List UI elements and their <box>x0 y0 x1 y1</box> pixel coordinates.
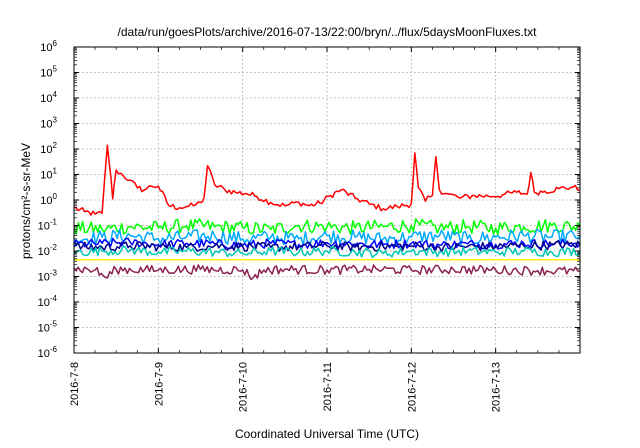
y-tick-label: 106 <box>40 39 57 54</box>
x-tick-label: 2016-7-10 <box>238 362 250 412</box>
x-tick-label: 2016-7-13 <box>491 362 503 412</box>
y-tick-label: 101 <box>40 167 57 182</box>
y-tick-base: 10 <box>40 195 52 207</box>
y-tick-exponent: 0 <box>53 192 58 201</box>
x-axis-label: Coordinated Universal Time (UTC) <box>235 427 419 441</box>
data-series <box>73 144 581 281</box>
y-tick-exponent: -5 <box>50 320 58 329</box>
y-tick-exponent: 1 <box>53 167 58 176</box>
y-tick-exponent: -2 <box>50 243 58 252</box>
y-tick-base: 10 <box>40 144 52 156</box>
y-tick-base: 10 <box>38 246 50 258</box>
grid-lines <box>74 47 580 353</box>
x-tick-label: 2016-7-12 <box>406 362 418 412</box>
y-tick-label: 100 <box>40 192 57 207</box>
y-tick-base: 10 <box>38 348 50 360</box>
y-tick-label: 10-3 <box>38 269 58 284</box>
y-axis: 10-610-510-410-310-210-11001011021031041… <box>38 39 580 360</box>
y-tick-label: 10-1 <box>38 218 58 233</box>
series-line-1 <box>73 144 581 216</box>
x-axis: 2016-7-8 2016-7-9 2016-7-10 2016-7-11 2016-7… <box>69 47 560 412</box>
y-tick-exponent: -3 <box>50 269 58 278</box>
y-tick-exponent: 2 <box>53 141 58 150</box>
series-line-4 <box>73 237 581 250</box>
y-tick-label: 10-4 <box>38 294 58 309</box>
y-tick-exponent: 6 <box>53 39 58 48</box>
y-tick-label: 10-6 <box>38 345 58 360</box>
y-tick-base: 10 <box>38 221 50 233</box>
y-tick-base: 10 <box>40 119 52 131</box>
series-line-8 <box>73 264 581 281</box>
chart-title: /data/run/goesPlots/archive/2016-07-13/2… <box>118 25 538 39</box>
y-axis-label: protons/cm²-s-sr-MeV <box>19 143 33 259</box>
y-tick-base: 10 <box>38 272 50 284</box>
y-tick-base: 10 <box>40 170 52 182</box>
y-tick-exponent: -4 <box>50 294 58 303</box>
x-tick-label: 2016-7-11 <box>322 362 334 411</box>
y-tick-exponent: 4 <box>53 90 58 99</box>
y-tick-label: 103 <box>40 116 57 131</box>
series-line-6 <box>73 245 581 259</box>
y-tick-exponent: -6 <box>50 345 58 354</box>
y-tick-label: 105 <box>40 65 57 80</box>
y-tick-exponent: 5 <box>53 65 58 74</box>
y-tick-base: 10 <box>38 323 50 335</box>
x-tick-label: 2016-7-8 <box>69 362 81 406</box>
y-tick-label: 10-2 <box>38 243 58 258</box>
series-line-5 <box>73 240 581 253</box>
y-tick-label: 10-5 <box>38 320 58 335</box>
y-tick-base: 10 <box>40 42 52 54</box>
x-tick-label: 2016-7-9 <box>153 362 165 406</box>
y-tick-exponent: 3 <box>53 116 58 125</box>
series-line-2 <box>73 218 581 236</box>
y-tick-label: 104 <box>40 90 57 105</box>
series-line-3 <box>73 228 581 247</box>
y-tick-label: 102 <box>40 141 57 156</box>
y-tick-base: 10 <box>38 297 50 309</box>
y-tick-exponent: -1 <box>50 218 58 227</box>
y-tick-base: 10 <box>40 68 52 80</box>
y-tick-base: 10 <box>40 93 52 105</box>
